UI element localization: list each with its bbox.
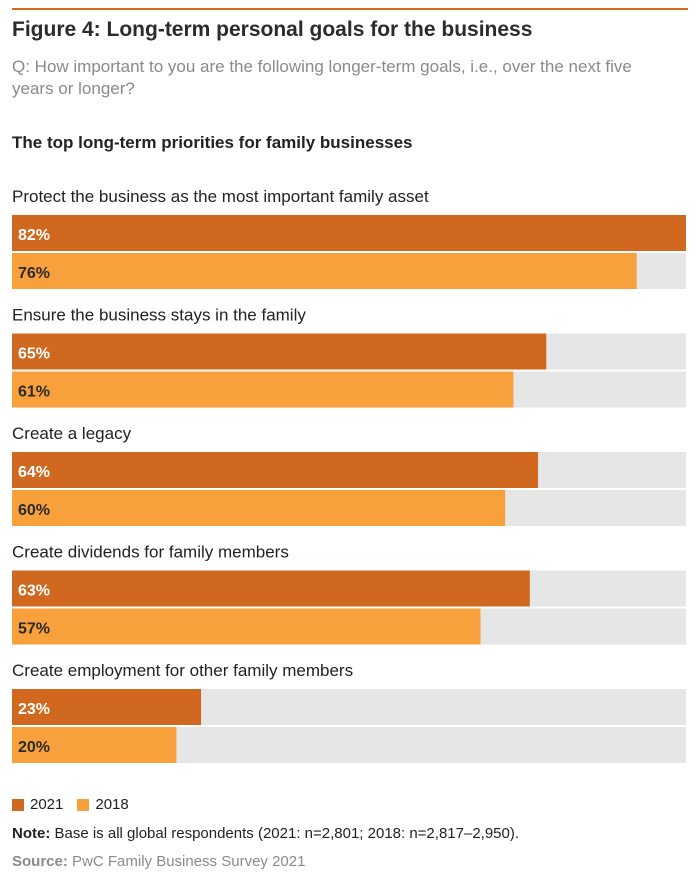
category-group: Ensure the business stays in the family 6… [12,306,686,408]
legend-item-2021: 2021 [12,796,63,813]
bar-2018 [12,371,514,408]
value-label-2018: 76% [18,265,50,282]
value-label-2021: 23% [18,701,50,718]
survey-question: Q: How important to you are the followin… [12,57,632,98]
bar-2021 [12,215,686,251]
bar-2018 [12,608,481,645]
category-label: Create a legacy [12,424,132,443]
category-group: Protect the business as the most importa… [12,187,686,289]
bar-2021 [12,570,530,607]
category-label: Create employment for other family membe… [12,661,353,680]
value-label-2018: 61% [18,384,50,401]
category-group: Create dividends for family members 63% 57… [12,543,686,645]
category-group: Create a legacy 64% 60% [12,424,686,526]
note: Note: Base is all global respondents (20… [12,825,519,842]
legend-label-2021: 2021 [30,796,64,813]
category-label: Create dividends for family members [12,543,289,562]
chart-subtitle: The top long-term priorities for family … [12,133,413,152]
legend-swatch-2021 [12,798,24,811]
source-label: Source: [12,853,68,870]
category-label: Protect the business as the most importa… [12,187,429,206]
bar-2018 [12,727,177,763]
category-group: Create employment for other family membe… [12,661,686,763]
category-label: Ensure the business stays in the family [12,306,306,325]
source-text: PwC Family Business Survey 2021 [67,853,306,870]
figure-title: Figure 4: Long-term personal goals for t… [12,18,533,41]
source: Source: PwC Family Business Survey 2021 [12,853,305,870]
bar-2018 [12,490,506,526]
note-text: Base is all global respondents (2021: n=… [50,825,520,842]
bar-chart: Protect the business as the most importa… [12,187,686,763]
legend-swatch-2018 [77,798,90,811]
bar-2021 [12,333,547,370]
value-label-2018: 60% [18,502,50,519]
value-label-2018: 57% [18,621,50,638]
value-label-2021: 65% [18,346,50,363]
legend: 2021 2018 [12,796,143,813]
top-rule [12,8,688,10]
legend-label-2018: 2018 [95,796,129,813]
value-label-2021: 63% [18,583,50,600]
bar-2018 [12,253,637,289]
value-label-2018: 20% [18,739,50,756]
value-label-2021: 64% [18,464,50,481]
legend-item-2018: 2018 [77,796,129,813]
bar-2021 [12,689,202,725]
note-label: Note: [12,825,51,842]
value-label-2021: 82% [18,227,50,244]
bar-2021 [12,452,539,488]
